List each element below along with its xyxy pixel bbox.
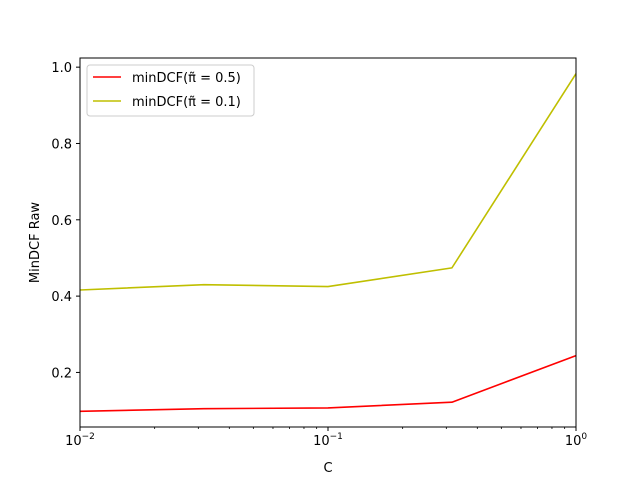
legend-label: minDCF(π̃ = 0.5) — [132, 71, 241, 86]
x-tick-exponent: −2 — [82, 432, 95, 442]
x-tick-base: 10 — [565, 434, 582, 449]
x-tick-exponent: −1 — [330, 432, 343, 442]
series-line — [79, 354, 577, 413]
y-tick-label: 0.4 — [51, 290, 72, 305]
legend: minDCF(π̃ = 0.5) minDCF(π̃ = 0.1) — [86, 64, 255, 117]
y-tick-label: 0.2 — [51, 366, 72, 381]
x-tick-label: 10−1 — [313, 432, 343, 449]
axes-frame — [79, 57, 577, 428]
y-tick-label: 0.6 — [51, 214, 72, 229]
y-tick-label: 0.8 — [51, 137, 72, 152]
x-axis-label: C — [323, 461, 332, 476]
x-tick-label: 10−2 — [65, 432, 95, 449]
legend-label: minDCF(π̃ = 0.1) — [132, 95, 241, 110]
legend-box — [86, 64, 255, 117]
y-axis-ticks: 0.2 0.4 0.6 0.8 1.0 — [51, 61, 80, 381]
x-axis-ticks: 10−2 10−1 100 — [65, 427, 587, 449]
y-tick-label: 1.0 — [51, 61, 72, 76]
x-tick-label: 100 — [565, 432, 588, 449]
x-tick-exponent: 0 — [581, 432, 587, 442]
y-axis-label: MinDCF Raw — [28, 202, 43, 283]
x-tick-base: 10 — [313, 434, 330, 449]
series-layer — [79, 73, 577, 413]
series-line — [79, 73, 577, 291]
x-tick-base: 10 — [65, 434, 82, 449]
